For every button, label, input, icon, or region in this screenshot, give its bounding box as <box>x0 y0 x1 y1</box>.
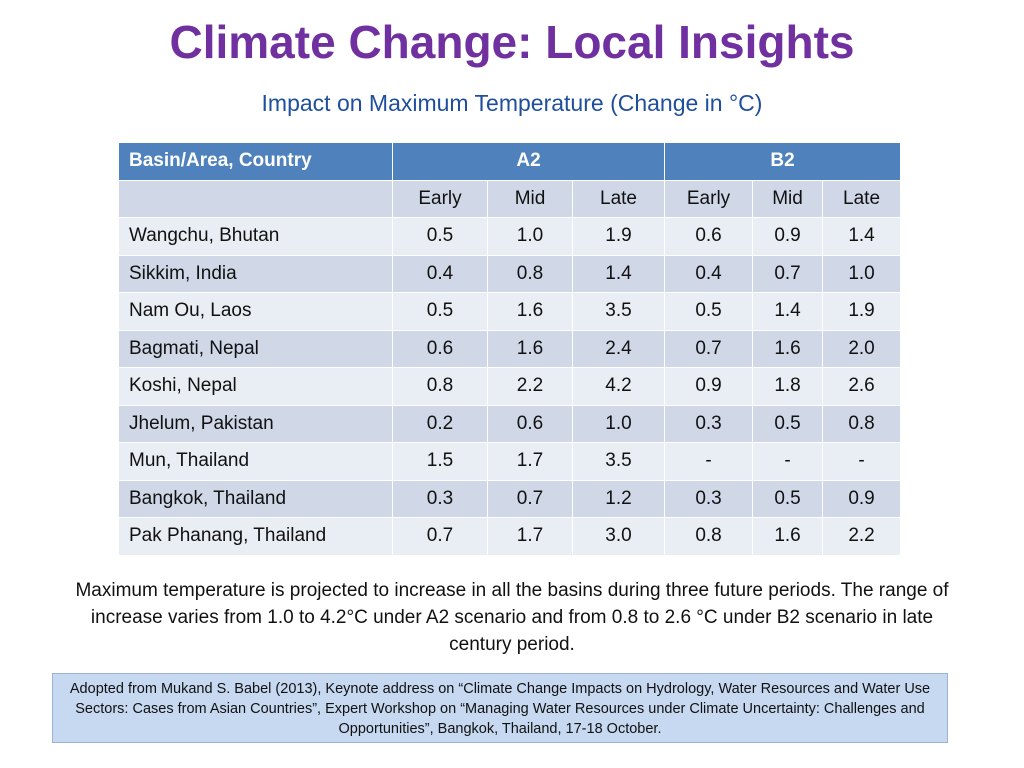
b2-early-cell: 0.3 <box>664 404 754 443</box>
table-row: Sikkim, India 0.4 0.8 1.4 0.4 0.7 1.0 <box>118 254 902 293</box>
a2-late-cell: 3.5 <box>571 292 666 331</box>
a2-late-cell: 1.2 <box>571 479 666 518</box>
a2-early-cell: 0.8 <box>392 367 488 406</box>
basin-name-cell: Nam Ou, Laos <box>118 292 393 331</box>
a2-late-cell: 2.4 <box>571 329 666 368</box>
a2-late-cell: 1.4 <box>571 254 666 293</box>
table-row: Wangchu, Bhutan 0.5 1.0 1.9 0.6 0.9 1.4 <box>118 217 902 256</box>
a2-mid-cell: 0.6 <box>487 404 573 443</box>
a2-mid-cell: 0.8 <box>487 254 573 293</box>
table-row: Bagmati, Nepal 0.6 1.6 2.4 0.7 1.6 2.0 <box>118 329 902 368</box>
a2-early-cell: 0.6 <box>392 329 488 368</box>
b2-early-cell: 0.8 <box>664 517 754 556</box>
slide-title: Climate Change: Local Insights <box>169 16 855 68</box>
b2-mid-cell: 1.4 <box>752 292 824 331</box>
a2-early-cell: 0.7 <box>392 517 488 556</box>
a2-mid-cell: 0.7 <box>487 479 573 518</box>
a2-early-cell: 0.2 <box>392 404 488 443</box>
b2-mid-cell: 0.5 <box>752 404 824 443</box>
summary-text: Maximum temperature is projected to incr… <box>75 580 949 655</box>
a2-mid-cell: 2.2 <box>487 367 573 406</box>
b2-mid-cell: 0.7 <box>752 254 824 293</box>
a2-mid-cell: 1.7 <box>487 517 573 556</box>
a2-early-cell: 0.4 <box>392 254 488 293</box>
b2-late-cell: 1.0 <box>822 254 902 293</box>
table-row: Koshi, Nepal 0.8 2.2 4.2 0.9 1.8 2.6 <box>118 367 902 406</box>
b2-mid-cell: 0.9 <box>752 217 824 256</box>
b2-late-cell: 2.2 <box>822 517 902 556</box>
a2-late-cell: 4.2 <box>571 367 666 406</box>
temperature-table-container: Basin/Area, Country A2 B2 Early Mid Late… <box>118 142 902 556</box>
temperature-table: Basin/Area, Country A2 B2 Early Mid Late… <box>118 142 902 556</box>
basin-name-cell: Bangkok, Thailand <box>118 479 393 518</box>
b2-late-cell: 2.0 <box>822 329 902 368</box>
b2-late-cell: 0.8 <box>822 404 902 443</box>
subheader-cell-b2-early: Early <box>664 179 754 218</box>
a2-mid-cell: 1.6 <box>487 329 573 368</box>
b2-late-cell: - <box>822 442 902 481</box>
table-header-row: Basin/Area, Country A2 B2 <box>118 142 902 181</box>
basin-name-cell: Pak Phanang, Thailand <box>118 517 393 556</box>
table-row: Bangkok, Thailand 0.3 0.7 1.2 0.3 0.5 0.9 <box>118 479 902 518</box>
basin-name-cell: Sikkim, India <box>118 254 393 293</box>
subheader-cell-a2-early: Early <box>392 179 488 218</box>
b2-early-cell: 0.5 <box>664 292 754 331</box>
source-note: Adopted from Mukand S. Babel (2013), Key… <box>52 673 948 743</box>
b2-early-cell: 0.3 <box>664 479 754 518</box>
b2-early-cell: 0.6 <box>664 217 754 256</box>
a2-early-cell: 0.5 <box>392 292 488 331</box>
b2-mid-cell: 1.6 <box>752 329 824 368</box>
a2-mid-cell: 1.7 <box>487 442 573 481</box>
a2-mid-cell: 1.6 <box>487 292 573 331</box>
a2-late-cell: 3.0 <box>571 517 666 556</box>
b2-early-cell: 0.7 <box>664 329 754 368</box>
subheader-cell <box>118 179 393 218</box>
a2-early-cell: 0.3 <box>392 479 488 518</box>
subheader-cell-a2-mid: Mid <box>487 179 573 218</box>
a2-mid-cell: 1.0 <box>487 217 573 256</box>
table-body: Early Mid Late Early Mid Late Wangchu, B… <box>118 179 902 556</box>
subheader-cell-a2-late: Late <box>571 179 666 218</box>
a2-late-cell: 3.5 <box>571 442 666 481</box>
b2-mid-cell: 0.5 <box>752 479 824 518</box>
a2-early-cell: 0.5 <box>392 217 488 256</box>
b2-mid-cell: 1.6 <box>752 517 824 556</box>
table-row: Jhelum, Pakistan 0.2 0.6 1.0 0.3 0.5 0.8 <box>118 404 902 443</box>
column-group-a2: A2 <box>391 142 666 181</box>
b2-late-cell: 0.9 <box>822 479 902 518</box>
b2-late-cell: 1.9 <box>822 292 902 331</box>
a2-late-cell: 1.9 <box>571 217 666 256</box>
table-row: Mun, Thailand 1.5 1.7 3.5- - - <box>118 442 902 481</box>
basin-name-cell: Mun, Thailand <box>118 442 393 481</box>
table-subheader-row: Early Mid Late Early Mid Late <box>118 179 902 218</box>
subheader-cell-b2-late: Late <box>822 179 902 218</box>
b2-mid-cell: - <box>752 442 824 481</box>
column-header-basin: Basin/Area, Country <box>118 142 393 181</box>
b2-late-cell: 2.6 <box>822 367 902 406</box>
table-row: Pak Phanang, Thailand 0.7 1.7 3.0 0.8 1.6 2.2 <box>118 517 902 556</box>
slide-subtitle: Impact on Maximum Temperature (Change in… <box>261 90 763 116</box>
b2-mid-cell: 1.8 <box>752 367 824 406</box>
b2-early-cell: 0.4 <box>664 254 754 293</box>
column-group-b2: B2 <box>664 142 902 181</box>
b2-early-cell: 0.9 <box>664 367 754 406</box>
a2-early-cell: 1.5 <box>392 442 488 481</box>
basin-name-cell: Bagmati, Nepal <box>118 329 393 368</box>
subheader-cell-b2-mid: Mid <box>752 179 824 218</box>
a2-late-cell: 1.0 <box>571 404 666 443</box>
table-row: Nam Ou, Laos 0.5 1.6 3.5 0.5 1.4 1.9 <box>118 292 902 331</box>
basin-name-cell: Wangchu, Bhutan <box>118 217 393 256</box>
basin-name-cell: Jhelum, Pakistan <box>118 404 393 443</box>
basin-name-cell: Koshi, Nepal <box>118 367 393 406</box>
b2-late-cell: 1.4 <box>822 217 902 256</box>
b2-early-cell: - <box>664 442 754 481</box>
